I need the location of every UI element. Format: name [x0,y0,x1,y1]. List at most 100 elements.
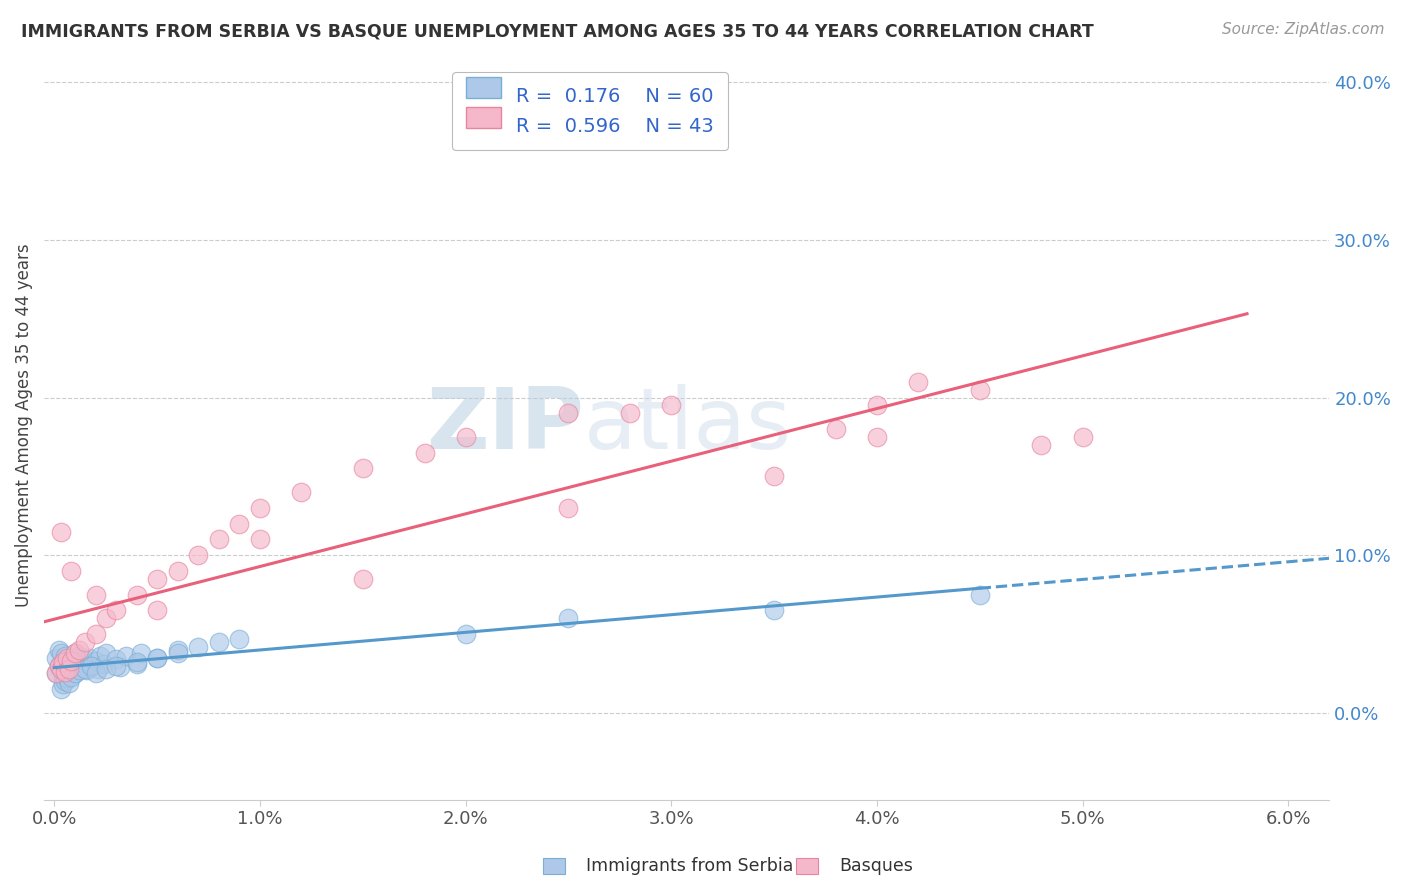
Point [1031,438,1053,452]
Point [52,671,75,685]
Point [75,662,97,676]
Point [55,671,77,685]
Point [228,632,250,646]
Point [125,656,148,670]
Bar [543,858,565,874]
Point [763,469,786,483]
Point [105,652,128,666]
Point [866,398,889,412]
Point [557,611,579,625]
Point [59,654,82,668]
Point [45,666,67,681]
Point [907,375,929,389]
Point [115,648,138,663]
Point [413,446,436,460]
Point [146,603,169,617]
Point [63,646,86,660]
Point [166,564,188,578]
Text: Basques: Basques [839,857,914,875]
Point [55,654,77,668]
Point [352,461,374,475]
Point [49,682,72,697]
Point [67,663,90,677]
Point [80,658,103,673]
Text: ZIP: ZIP [426,384,583,467]
Point [866,430,889,444]
Point [166,642,188,657]
Point [1071,430,1094,444]
Point [72,657,94,671]
Y-axis label: Unemployment Among Ages 35 to 44 years: Unemployment Among Ages 35 to 44 years [15,244,32,607]
Point [84,588,107,602]
Point [208,533,231,547]
Point [557,406,579,420]
Point [228,516,250,531]
Point [454,430,477,444]
Point [58,662,80,676]
Point [290,485,312,500]
Text: atlas: atlas [583,384,792,467]
Point [80,658,103,673]
Point [125,588,148,602]
Point [969,588,991,602]
Point [352,572,374,586]
Point [53,665,76,679]
Point [105,603,128,617]
Point [94,611,117,625]
Point [52,656,75,670]
Point [249,500,271,515]
Point [969,383,991,397]
Point [59,564,82,578]
Point [62,660,84,674]
Point [53,648,76,663]
Point [52,677,75,691]
Point [75,635,97,649]
Point [659,398,682,412]
Point [94,662,117,676]
Point [75,652,97,666]
Point [45,650,67,665]
Point [63,666,86,681]
Point [58,657,80,671]
Legend: R =  0.176    N = 60, R =  0.596    N = 43: R = 0.176 N = 60, R = 0.596 N = 43 [453,71,728,150]
Point [58,676,80,690]
Point [70,662,93,676]
Point [48,658,70,673]
Point [49,662,72,676]
Text: IMMIGRANTS FROM SERBIA VS BASQUE UNEMPLOYMENT AMONG AGES 35 TO 44 YEARS CORRELAT: IMMIGRANTS FROM SERBIA VS BASQUE UNEMPLO… [21,22,1094,40]
Point [84,627,107,641]
Point [53,665,76,679]
Point [67,648,90,663]
Point [79,650,101,665]
Point [146,650,169,665]
Point [619,406,641,420]
Point [76,663,98,677]
Point [86,662,108,676]
Point [557,500,579,515]
Point [49,524,72,539]
Point [146,572,169,586]
Bar [796,858,818,874]
Point [45,666,67,681]
Point [146,650,169,665]
Point [55,650,77,665]
Point [166,646,188,660]
Point [59,652,82,666]
Point [208,635,231,649]
Point [66,656,89,670]
Text: Source: ZipAtlas.com: Source: ZipAtlas.com [1222,22,1385,37]
Point [63,666,86,681]
Point [249,533,271,547]
Point [187,640,209,654]
Point [59,669,82,683]
Point [89,648,111,663]
Point [94,646,117,660]
Point [53,674,76,689]
Point [84,654,107,668]
Point [49,646,72,660]
Point [454,627,477,641]
Point [187,548,209,562]
Point [824,422,846,436]
Point [55,663,77,677]
Point [52,656,75,670]
